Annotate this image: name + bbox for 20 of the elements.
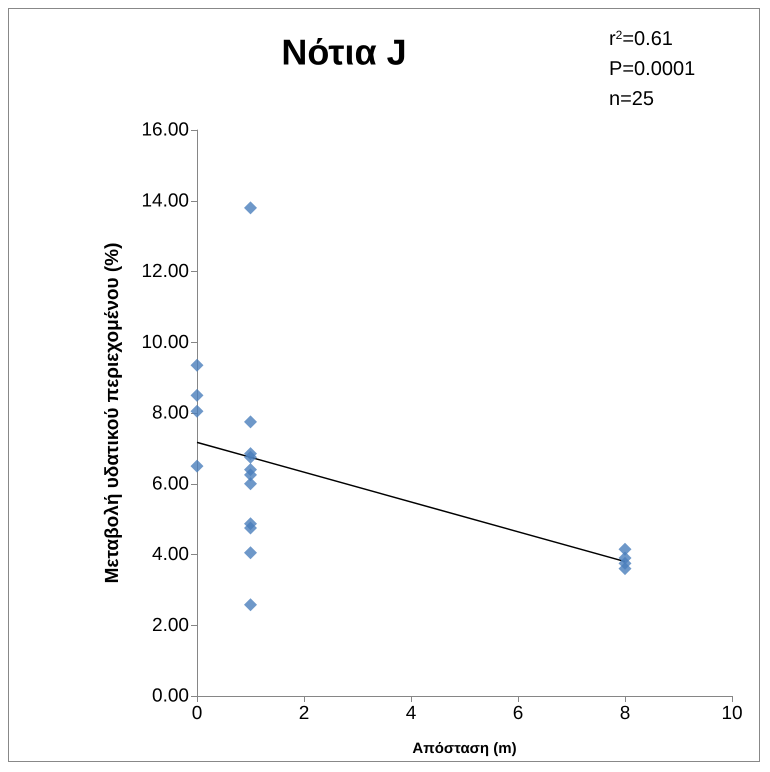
text: P=0.0001 [609, 58, 696, 80]
y-tick-label: 6.00 [152, 473, 189, 494]
y-tick-label: 2.00 [152, 614, 189, 636]
x-tick-label: 8 [620, 703, 630, 724]
y-tick-label: 8.00 [152, 402, 189, 424]
y-tick-label: 12.00 [141, 261, 189, 282]
x-tick-label: 0 [192, 703, 202, 724]
x-tick-label: 4 [406, 703, 417, 724]
x-tick-label: 6 [512, 703, 524, 724]
y-axis-title: Μεταβολή υδατικού περιεχομένου (%) [102, 242, 123, 584]
x-tick-label: 2 [298, 703, 310, 724]
y-tick-label: 16.00 [141, 120, 189, 140]
y-tick-label: 0.00 [152, 686, 189, 706]
y-tick-label: 10.00 [141, 332, 189, 353]
x-axis-title: Απόσταση (m) [412, 740, 517, 757]
y-tick-label: 14.00 [141, 190, 189, 212]
chart-title: Νότια J [281, 32, 407, 72]
text: n=25 [609, 88, 654, 110]
y-tick-label: 4.00 [152, 544, 189, 565]
x-tick-label: 10 [721, 703, 743, 724]
